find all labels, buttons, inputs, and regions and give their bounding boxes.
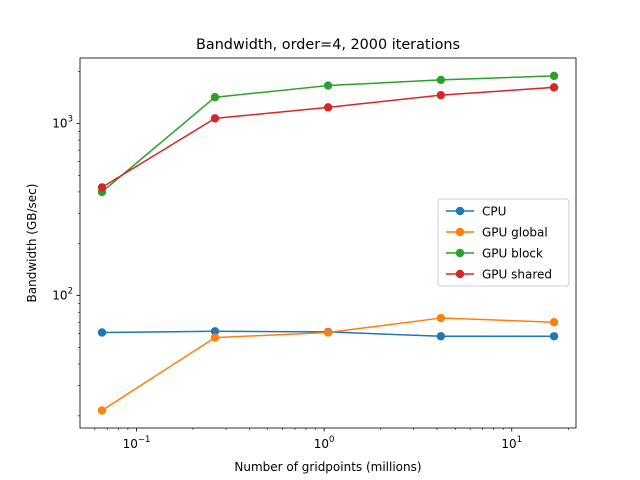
data-point bbox=[436, 90, 446, 100]
legend-label: CPU bbox=[482, 205, 506, 219]
legend-swatch-marker bbox=[455, 227, 465, 237]
x-axis-label: Number of gridpoints (millions) bbox=[234, 460, 421, 474]
legend-label: GPU global bbox=[482, 226, 548, 240]
legend-swatch-marker bbox=[455, 269, 465, 279]
plot-frame bbox=[79, 57, 577, 429]
x-tick-label: 101 bbox=[501, 435, 522, 451]
y-axis-label: Bandwidth (GB/sec) bbox=[25, 184, 39, 303]
plot-area bbox=[97, 71, 559, 415]
legend: CPU GPU global GPU block GPU shared bbox=[437, 198, 570, 287]
y-axis: 102 103 bbox=[52, 71, 80, 417]
legend-label: GPU block bbox=[482, 247, 543, 261]
legend-swatch-marker bbox=[455, 206, 465, 216]
data-point bbox=[549, 83, 559, 92]
y-tick-label: 102 bbox=[52, 287, 73, 303]
data-point bbox=[97, 328, 107, 337]
data-point bbox=[323, 103, 333, 112]
x-tick-label: 100 bbox=[314, 435, 335, 451]
data-point bbox=[210, 333, 220, 342]
data-point bbox=[97, 406, 107, 415]
x-tick-label: 10−1 bbox=[123, 435, 151, 451]
data-point bbox=[97, 183, 107, 192]
data-point bbox=[323, 328, 333, 337]
y-tick-label: 103 bbox=[52, 114, 73, 130]
legend-box bbox=[437, 198, 570, 287]
data-point bbox=[210, 93, 220, 102]
data-point bbox=[436, 75, 446, 85]
x-axis: 10−1 100 101 bbox=[94, 428, 569, 451]
legend-swatch-marker bbox=[455, 248, 465, 258]
data-point bbox=[549, 318, 559, 327]
data-point bbox=[323, 81, 333, 90]
data-point bbox=[436, 313, 446, 323]
data-point bbox=[549, 71, 559, 81]
data-point bbox=[210, 114, 220, 123]
data-point bbox=[436, 332, 446, 341]
legend-label: GPU shared bbox=[482, 268, 552, 282]
data-point bbox=[549, 332, 559, 341]
data-point bbox=[210, 327, 220, 336]
chart-title: Bandwidth, order=4, 2000 iterations bbox=[196, 37, 460, 53]
